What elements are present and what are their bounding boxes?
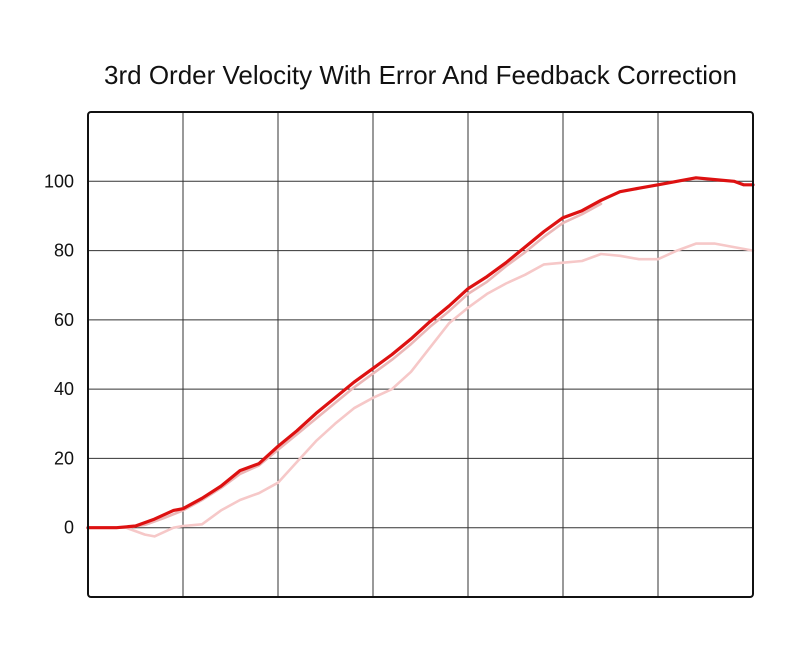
series-line-1 [86, 176, 755, 530]
series-layer [86, 176, 755, 538]
grid-lines [88, 112, 753, 597]
y-tick-labels: 0 20 40 60 80 100 [44, 171, 74, 537]
plot-frame [87, 111, 754, 598]
chart-title: 3rd Order Velocity With Error And Feedba… [104, 60, 737, 90]
y-tick-label: 0 [64, 518, 74, 538]
y-tick-label: 100 [44, 171, 74, 191]
y-tick-label: 40 [54, 379, 74, 399]
series-line-2 [86, 242, 755, 538]
y-tick-label: 20 [54, 448, 74, 468]
plot-area [88, 112, 753, 597]
y-tick-label: 80 [54, 241, 74, 261]
y-tick-label: 60 [54, 310, 74, 330]
